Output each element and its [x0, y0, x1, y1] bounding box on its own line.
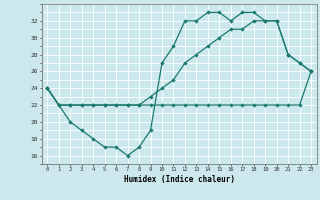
- X-axis label: Humidex (Indice chaleur): Humidex (Indice chaleur): [124, 175, 235, 184]
